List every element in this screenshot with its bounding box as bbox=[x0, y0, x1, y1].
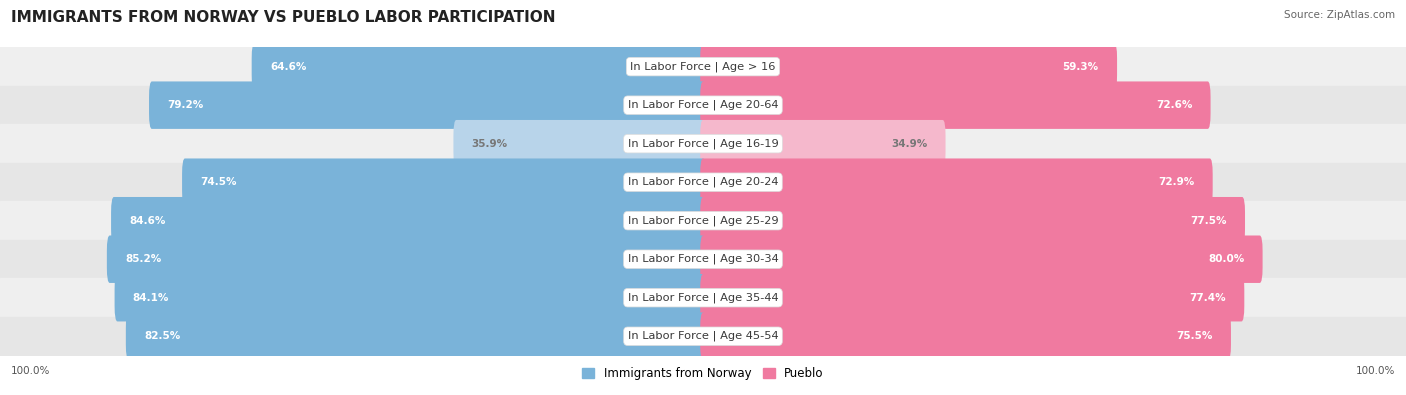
Text: 77.4%: 77.4% bbox=[1189, 293, 1226, 303]
Text: 64.6%: 64.6% bbox=[270, 62, 307, 71]
Text: In Labor Force | Age > 16: In Labor Force | Age > 16 bbox=[630, 61, 776, 72]
FancyBboxPatch shape bbox=[149, 81, 706, 129]
Text: 72.6%: 72.6% bbox=[1156, 100, 1192, 110]
Text: In Labor Force | Age 35-44: In Labor Force | Age 35-44 bbox=[627, 292, 779, 303]
FancyBboxPatch shape bbox=[700, 312, 1232, 360]
FancyBboxPatch shape bbox=[107, 235, 706, 283]
Text: 82.5%: 82.5% bbox=[145, 331, 180, 341]
Text: 75.5%: 75.5% bbox=[1177, 331, 1212, 341]
FancyBboxPatch shape bbox=[115, 274, 706, 322]
Text: Source: ZipAtlas.com: Source: ZipAtlas.com bbox=[1284, 10, 1395, 20]
Bar bbox=[0, 163, 1406, 201]
Text: 84.6%: 84.6% bbox=[129, 216, 166, 226]
Text: In Labor Force | Age 16-19: In Labor Force | Age 16-19 bbox=[627, 138, 779, 149]
Text: 79.2%: 79.2% bbox=[167, 100, 204, 110]
Legend: Immigrants from Norway, Pueblo: Immigrants from Norway, Pueblo bbox=[578, 363, 828, 385]
Text: 74.5%: 74.5% bbox=[201, 177, 236, 187]
Text: 85.2%: 85.2% bbox=[125, 254, 162, 264]
FancyBboxPatch shape bbox=[700, 81, 1211, 129]
FancyBboxPatch shape bbox=[127, 312, 706, 360]
Text: IMMIGRANTS FROM NORWAY VS PUEBLO LABOR PARTICIPATION: IMMIGRANTS FROM NORWAY VS PUEBLO LABOR P… bbox=[11, 10, 555, 25]
FancyBboxPatch shape bbox=[183, 158, 706, 206]
FancyBboxPatch shape bbox=[700, 43, 1116, 90]
Bar bbox=[0, 124, 1406, 163]
Bar bbox=[0, 201, 1406, 240]
FancyBboxPatch shape bbox=[700, 158, 1212, 206]
Bar bbox=[0, 278, 1406, 317]
Bar bbox=[0, 317, 1406, 356]
FancyBboxPatch shape bbox=[700, 274, 1244, 322]
Text: 35.9%: 35.9% bbox=[471, 139, 508, 149]
FancyBboxPatch shape bbox=[700, 197, 1246, 245]
Bar bbox=[0, 47, 1406, 86]
Text: In Labor Force | Age 45-54: In Labor Force | Age 45-54 bbox=[627, 331, 779, 342]
Text: 84.1%: 84.1% bbox=[134, 293, 169, 303]
Text: In Labor Force | Age 25-29: In Labor Force | Age 25-29 bbox=[627, 215, 779, 226]
Text: In Labor Force | Age 20-24: In Labor Force | Age 20-24 bbox=[627, 177, 779, 188]
FancyBboxPatch shape bbox=[111, 197, 706, 245]
Text: 77.5%: 77.5% bbox=[1191, 216, 1227, 226]
Text: 72.9%: 72.9% bbox=[1159, 177, 1195, 187]
Text: In Labor Force | Age 30-34: In Labor Force | Age 30-34 bbox=[627, 254, 779, 265]
Bar bbox=[0, 240, 1406, 278]
Text: 100.0%: 100.0% bbox=[1355, 366, 1395, 376]
Text: In Labor Force | Age 20-64: In Labor Force | Age 20-64 bbox=[627, 100, 779, 111]
Text: 80.0%: 80.0% bbox=[1208, 254, 1244, 264]
FancyBboxPatch shape bbox=[700, 235, 1263, 283]
Text: 34.9%: 34.9% bbox=[891, 139, 928, 149]
Bar bbox=[0, 86, 1406, 124]
FancyBboxPatch shape bbox=[252, 43, 706, 90]
Text: 59.3%: 59.3% bbox=[1063, 62, 1099, 71]
Text: 100.0%: 100.0% bbox=[11, 366, 51, 376]
FancyBboxPatch shape bbox=[453, 120, 706, 167]
FancyBboxPatch shape bbox=[700, 120, 946, 167]
